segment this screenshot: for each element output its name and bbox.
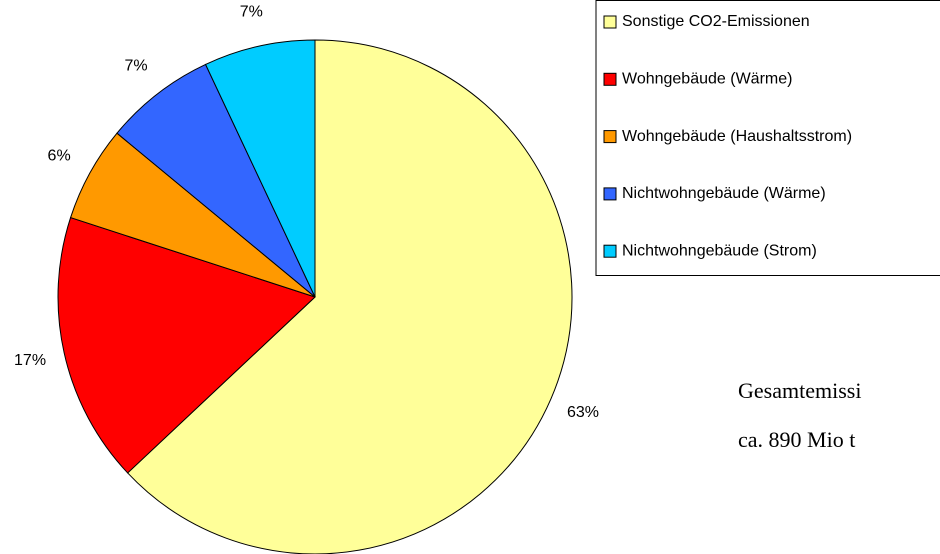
- pie-slice: [204, 39, 316, 298]
- legend-label: Wohngebäude (Haushaltsstrom): [622, 128, 852, 145]
- legend-swatch: [603, 130, 617, 144]
- legend-label: Wohngebäude (Wärme): [622, 71, 792, 88]
- annotation: ca. 890 Mio t: [738, 427, 855, 452]
- pie-slice: [116, 63, 316, 298]
- legend-label: Sonstige CO2-Emissionen: [622, 13, 810, 30]
- data-label: 6%: [48, 148, 71, 165]
- pie-slice: [57, 216, 316, 474]
- data-label: 17%: [14, 352, 46, 369]
- legend-label: Nichtwohngebäude (Wärme): [622, 185, 826, 202]
- legend-label: Nichtwohngebäude (Strom): [622, 242, 817, 259]
- legend-swatch: [603, 187, 617, 201]
- data-label: 7%: [240, 3, 263, 20]
- legend-swatch: [603, 72, 617, 86]
- data-label: 7%: [124, 57, 147, 74]
- data-label: 63%: [567, 404, 599, 421]
- annotation: Gesamtemissi: [738, 378, 861, 403]
- pie-slice: [126, 39, 573, 554]
- legend-box: [595, 0, 940, 276]
- legend-swatch: [603, 244, 617, 258]
- legend-swatch: [603, 15, 617, 29]
